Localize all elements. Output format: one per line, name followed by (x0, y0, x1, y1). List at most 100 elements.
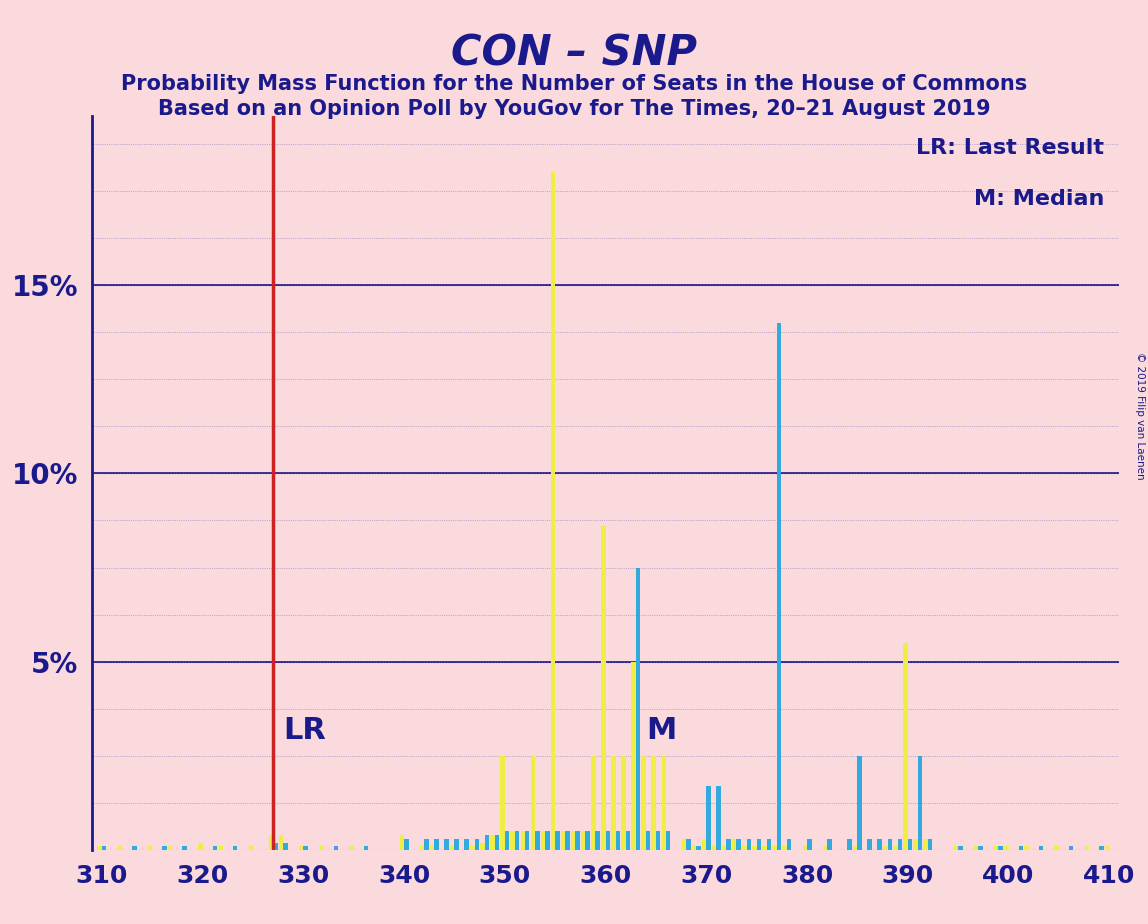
Bar (364, 846, 369, 850)
Text: Probability Mass Function for the Number of Seats in the House of Commons: Probability Mass Function for the Number… (121, 74, 1027, 94)
Bar (923, 839, 928, 850)
Bar (692, 846, 697, 850)
Bar (651, 756, 656, 850)
Bar (279, 835, 284, 850)
Bar (746, 839, 751, 850)
Bar (767, 839, 771, 850)
Bar (404, 839, 409, 850)
Bar (786, 839, 791, 850)
Bar (994, 846, 999, 850)
Bar (1099, 846, 1103, 850)
Text: LR: Last Result: LR: Last Result (916, 138, 1104, 157)
Bar (954, 846, 959, 850)
Bar (742, 846, 746, 850)
Bar (199, 843, 203, 850)
Bar (455, 839, 459, 850)
Bar (490, 835, 495, 850)
Bar (783, 846, 786, 850)
Bar (434, 839, 439, 850)
Bar (429, 846, 434, 850)
Bar (646, 832, 651, 850)
Bar (565, 832, 569, 850)
Bar (560, 832, 565, 850)
Bar (777, 322, 782, 850)
Bar (762, 846, 767, 850)
Bar (1085, 846, 1089, 850)
Bar (212, 846, 217, 850)
Bar (615, 832, 620, 850)
Bar (631, 662, 636, 850)
Bar (903, 643, 908, 850)
Bar (661, 756, 666, 850)
Bar (682, 839, 687, 850)
Bar (581, 832, 585, 850)
Bar (605, 832, 610, 850)
Bar (484, 835, 489, 850)
Bar (505, 832, 510, 850)
Bar (656, 832, 660, 850)
Bar (471, 846, 474, 850)
Bar (132, 846, 137, 850)
Bar (802, 846, 807, 850)
Bar (183, 846, 187, 850)
Bar (1039, 846, 1044, 850)
Bar (883, 846, 887, 850)
Bar (701, 839, 706, 850)
Bar (807, 839, 812, 850)
Bar (248, 846, 253, 850)
Bar (978, 846, 983, 850)
Bar (334, 846, 338, 850)
Bar (168, 846, 172, 850)
Bar (752, 846, 757, 850)
Bar (1104, 846, 1109, 850)
Bar (1024, 846, 1029, 850)
Bar (1069, 846, 1073, 850)
Bar (827, 839, 831, 850)
Bar (102, 846, 107, 850)
Bar (974, 846, 978, 850)
Bar (545, 832, 550, 850)
Bar (218, 846, 223, 850)
Bar (148, 846, 153, 850)
Bar (591, 756, 596, 850)
Bar (98, 846, 102, 850)
Bar (757, 839, 761, 850)
Bar (495, 835, 499, 850)
Bar (520, 832, 525, 850)
Bar (501, 756, 505, 850)
Bar (1054, 846, 1058, 850)
Bar (732, 839, 737, 850)
Bar (917, 756, 922, 850)
Bar (349, 846, 354, 850)
Bar (298, 846, 303, 850)
Bar (585, 832, 590, 850)
Bar (162, 846, 166, 850)
Bar (999, 846, 1003, 850)
Bar (319, 846, 324, 850)
Bar (269, 835, 273, 850)
Bar (465, 839, 470, 850)
Bar (621, 756, 626, 850)
Bar (666, 832, 670, 850)
Bar (847, 839, 852, 850)
Bar (273, 843, 278, 850)
Bar (575, 832, 580, 850)
Bar (117, 846, 122, 850)
Bar (893, 846, 898, 850)
Bar (535, 832, 540, 850)
Bar (858, 756, 862, 850)
Bar (853, 846, 858, 850)
Bar (611, 756, 615, 850)
Bar (887, 839, 892, 850)
Bar (444, 839, 449, 850)
Bar (551, 172, 556, 850)
Bar (898, 839, 902, 850)
Bar (571, 832, 575, 850)
Bar (636, 567, 641, 850)
Bar (541, 832, 545, 850)
Bar (474, 839, 479, 850)
Bar (914, 839, 918, 850)
Bar (868, 839, 872, 850)
Bar (1018, 846, 1023, 850)
Bar (737, 839, 740, 850)
